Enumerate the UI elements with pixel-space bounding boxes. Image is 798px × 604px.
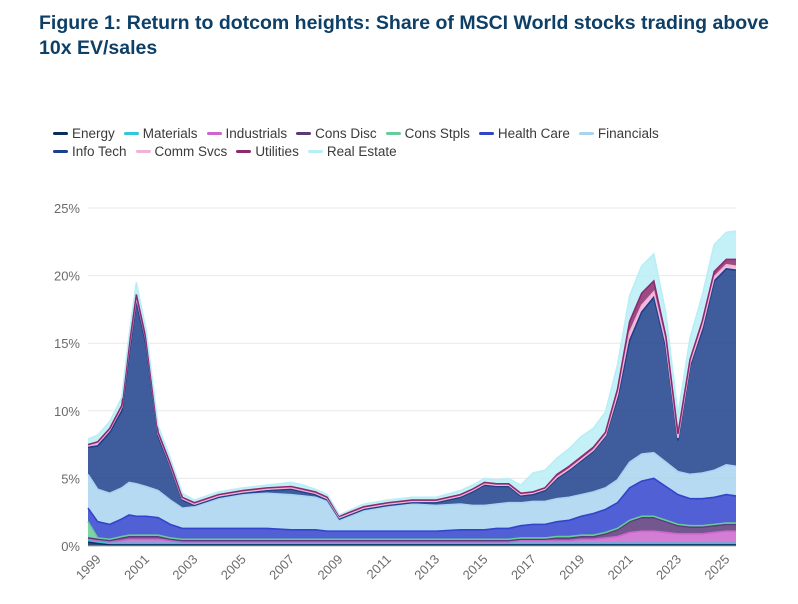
chart-legend: Energy Materials Industrials Cons Disc Cons … bbox=[53, 124, 753, 160]
legend-label: Info Tech bbox=[72, 143, 127, 159]
legend-item: Cons Disc bbox=[296, 126, 377, 141]
legend-swatch bbox=[578, 131, 594, 135]
legend-row: Info Tech Comm Svcs Utilities Real Estate bbox=[53, 142, 753, 160]
legend-swatch bbox=[53, 131, 68, 135]
x-tick-label: 2001 bbox=[121, 552, 152, 583]
legend-label: Utilities bbox=[255, 143, 299, 159]
series-line bbox=[87, 230, 737, 516]
series-line bbox=[87, 541, 736, 546]
series-line bbox=[87, 539, 736, 545]
legend-label: Financials bbox=[597, 125, 659, 141]
x-tick-label: 2007 bbox=[266, 552, 297, 583]
y-tick-label: 0% bbox=[61, 539, 80, 554]
x-tick-label: 2013 bbox=[411, 552, 442, 583]
y-tick-label: 10% bbox=[54, 404, 80, 419]
legend-swatch bbox=[478, 131, 494, 135]
x-tick-label: 2017 bbox=[508, 552, 539, 583]
legend-item: Materials bbox=[123, 125, 198, 141]
legend-swatch bbox=[135, 149, 151, 153]
legend-swatch bbox=[53, 149, 68, 153]
legend-label: Real Estate bbox=[326, 143, 397, 159]
legend-item: Cons Stpls bbox=[385, 125, 470, 141]
series-lines bbox=[87, 230, 737, 546]
x-tick-label: 2009 bbox=[315, 552, 346, 583]
series-area bbox=[88, 478, 736, 540]
y-tick-label: 5% bbox=[61, 471, 80, 486]
legend-swatch bbox=[307, 149, 323, 153]
legend-item: Industrials bbox=[206, 125, 288, 141]
series-line bbox=[87, 530, 736, 543]
legend-label: Industrials bbox=[225, 125, 288, 141]
legend-swatch bbox=[296, 131, 312, 135]
legend-item: Real Estate bbox=[307, 143, 397, 159]
legend-item: Financials bbox=[578, 125, 659, 141]
legend-label: Comm Svcs bbox=[154, 143, 228, 159]
legend-label: Cons Disc bbox=[315, 125, 377, 141]
series-line bbox=[87, 477, 737, 532]
legend-label: Health Care bbox=[497, 125, 570, 141]
x-tick-label: 2021 bbox=[605, 552, 636, 583]
x-tick-label: 2025 bbox=[701, 552, 732, 583]
legend-item: Health Care bbox=[478, 125, 570, 141]
x-tick-label: 2015 bbox=[460, 552, 491, 583]
series-area bbox=[88, 452, 736, 532]
legend-label: Cons Stpls bbox=[404, 125, 470, 141]
legend-item: Info Tech bbox=[53, 144, 127, 159]
legend-label: Materials bbox=[142, 125, 198, 141]
legend-swatch bbox=[236, 149, 252, 153]
legend-label: Energy bbox=[72, 125, 115, 141]
x-tick-label: 2011 bbox=[364, 552, 394, 582]
y-tick-label: 15% bbox=[54, 336, 80, 351]
series-area bbox=[88, 230, 736, 517]
legend-item: Energy bbox=[53, 126, 115, 141]
page-title: Figure 1: Return to dotcom heights: Shar… bbox=[39, 12, 769, 59]
y-tick-label: 25% bbox=[54, 201, 80, 216]
series-line bbox=[87, 515, 736, 541]
x-tick-label: 2003 bbox=[169, 552, 200, 583]
legend-row: Energy Materials Industrials Cons Disc Cons … bbox=[53, 124, 753, 142]
series-line bbox=[87, 451, 737, 522]
legend-swatch bbox=[123, 131, 139, 135]
legend-swatch bbox=[206, 131, 222, 135]
legend-item: Utilities bbox=[236, 144, 299, 159]
x-tick-label: 1999 bbox=[73, 552, 104, 583]
y-tick-label: 20% bbox=[54, 269, 80, 284]
legend-item: Comm Svcs bbox=[135, 143, 228, 159]
series-line bbox=[87, 516, 736, 542]
x-tick-label: 2005 bbox=[218, 552, 249, 583]
legend-swatch bbox=[385, 131, 401, 135]
x-tick-label: 2023 bbox=[653, 552, 684, 583]
x-tick-label: 2019 bbox=[556, 552, 587, 583]
series-line bbox=[87, 258, 736, 518]
